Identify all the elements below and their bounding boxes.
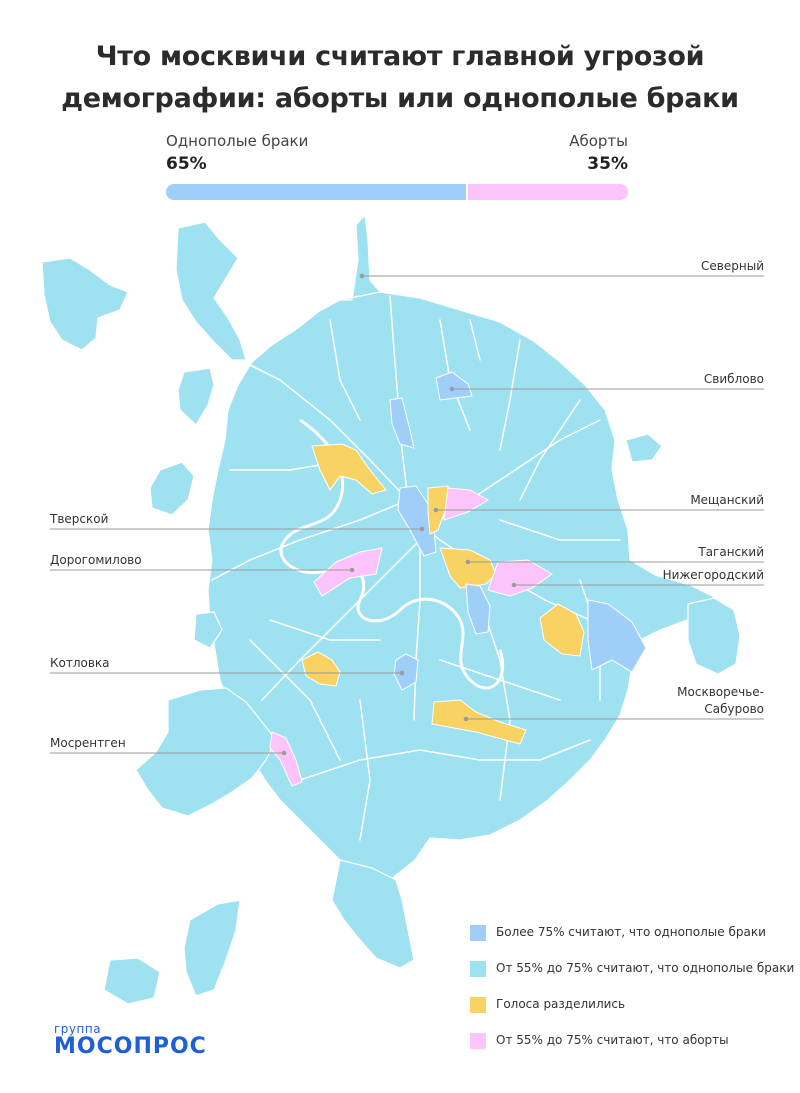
mosopros-logo: группа МОСОПРОС xyxy=(54,1022,207,1059)
district-moskvorechye xyxy=(431,699,527,745)
label-tverskoy: Тверской xyxy=(49,512,108,526)
same-sex-label: Однополые браки xyxy=(166,132,309,150)
district-basmanny xyxy=(443,487,489,521)
callout-dot-dorogomilovo xyxy=(349,567,355,573)
label-severny: Северный xyxy=(701,259,764,273)
legend-label: От 55% до 75% считают, что однополые бра… xyxy=(496,961,795,975)
abortion-label: Аборты xyxy=(569,132,628,150)
district-nizhegorodsky xyxy=(487,559,553,597)
label-dorogomilovo: Дорогомилово xyxy=(50,553,142,567)
district-lyublino-split xyxy=(539,603,585,657)
abortion-share-segment xyxy=(466,184,628,200)
district-marfino xyxy=(389,397,415,449)
south-area-3 xyxy=(103,957,161,1005)
legend-label: От 55% до 75% считают, что аборты xyxy=(496,1033,729,1047)
sw-outlier xyxy=(193,611,223,649)
callout-dot-moskvorechye xyxy=(463,716,469,722)
district-dorogomilovo xyxy=(313,547,383,597)
label-nizhegorodsky: Нижегородский xyxy=(663,568,764,582)
same-sex-share-segment xyxy=(166,184,467,200)
district-taganskiy xyxy=(439,547,497,589)
east-outlier xyxy=(625,433,663,463)
south-area xyxy=(331,859,415,969)
legend-label: Голоса разделились xyxy=(496,997,626,1011)
callout-labels: Северный Свиблово Мещанский Тверской Таг… xyxy=(49,259,764,750)
callout-dot-sviblovo xyxy=(449,386,455,392)
label-moskvorechye-line1: Москворечье- xyxy=(677,685,764,699)
callout-dot-mosrentgen xyxy=(281,750,287,756)
callout-dot-severny xyxy=(359,273,365,279)
west-outlier-2 xyxy=(149,461,195,516)
legend-swatch xyxy=(470,997,486,1013)
south-area-2 xyxy=(183,899,241,997)
callout-lines xyxy=(50,273,764,756)
west-outlier-1 xyxy=(177,367,215,426)
label-taganskiy: Таганский xyxy=(697,545,764,559)
legend-swatch xyxy=(470,1033,486,1049)
label-mosrentgen: Мосрентген xyxy=(50,736,126,750)
district-kuzminki xyxy=(587,599,647,673)
callout-dot-nizhegorodsky xyxy=(511,582,517,588)
same-sex-percent: 65% xyxy=(166,154,207,174)
district-kotlovka xyxy=(301,651,341,687)
north-strip xyxy=(339,214,381,301)
district-nagorny xyxy=(393,653,419,691)
district-sviblovo xyxy=(435,371,473,401)
district-tverskoy xyxy=(397,485,437,557)
legend-swatch xyxy=(470,961,486,977)
logo-group-text: группа xyxy=(54,1022,102,1036)
district-mosrentgen xyxy=(269,731,303,787)
north-west-enclave xyxy=(41,257,129,351)
east-outlier-2 xyxy=(687,597,741,675)
map-title: Что москвичи считают главной угрозой дем… xyxy=(0,36,800,120)
title-line-1: Что москвичи считают главной угрозой xyxy=(95,41,705,72)
share-bar xyxy=(166,184,628,200)
moskva-river xyxy=(279,418,505,690)
logo-brand-text: МОСОПРОС xyxy=(54,1034,207,1059)
callout-dot-tverskoy xyxy=(419,526,425,532)
south-west-area xyxy=(135,687,277,817)
legend-label: Более 75% считают, что однополые браки xyxy=(496,925,766,939)
callout-dot-taganskiy xyxy=(465,559,471,565)
title-line-2: демографии: аборты или однополые браки xyxy=(61,83,739,114)
label-kotlovka: Котловка xyxy=(50,656,110,670)
district-ostankino-split xyxy=(311,443,387,495)
nw-outlier-2 xyxy=(175,221,247,361)
label-sviblovo: Свиблово xyxy=(704,372,764,386)
label-moskvorechye-line2: Сабурово xyxy=(704,702,764,716)
callout-dot-kotlovka xyxy=(399,670,405,676)
district-danilovsky xyxy=(465,583,491,635)
callout-dot-meshchansky xyxy=(433,507,439,513)
abortion-percent: 35% xyxy=(587,154,628,174)
legend-swatch xyxy=(470,925,486,941)
label-meshchansky: Мещанский xyxy=(690,493,764,507)
